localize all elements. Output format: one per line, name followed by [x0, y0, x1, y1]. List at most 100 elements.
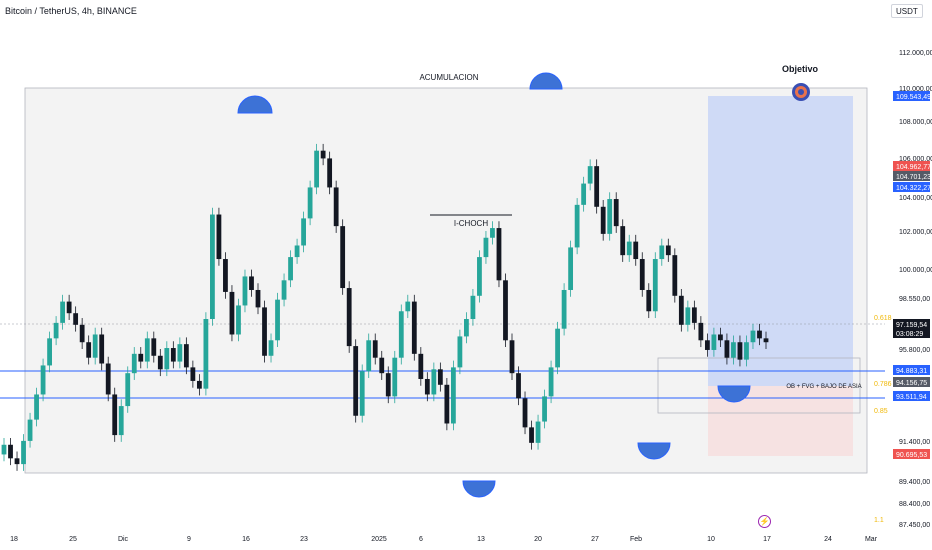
- time-axis-label: 2025: [371, 536, 387, 543]
- fib-level-label: 1.1: [874, 517, 884, 524]
- swing-high-marker-2: [529, 72, 563, 90]
- candle: [620, 219, 626, 262]
- price-tag: 03:08:29: [893, 328, 930, 338]
- candle: [157, 348, 163, 377]
- candle: [99, 327, 105, 371]
- candle: [750, 323, 756, 349]
- fib-level-label: 0.618: [874, 315, 892, 322]
- swing-low-marker-2: [637, 442, 671, 460]
- svg-text:94.883,31: 94.883,31: [896, 368, 927, 375]
- candle: [1, 437, 7, 462]
- svg-text:90.695,53: 90.695,53: [896, 452, 927, 459]
- swing-low-marker-1: [462, 480, 496, 498]
- candle: [594, 159, 600, 214]
- time-axis-label: 9: [187, 536, 191, 543]
- candle: [144, 331, 150, 369]
- candle: [151, 331, 157, 363]
- candle: [73, 306, 79, 332]
- candle: [196, 374, 202, 396]
- candle: [483, 230, 489, 264]
- time-axis[interactable]: 18 25 Dic 9 16 23 2025 6 13 20 27 Feb 10 17 24 Mar: [10, 536, 878, 543]
- candle: [229, 285, 235, 342]
- time-axis-label: 20: [534, 536, 542, 543]
- candle: [561, 283, 567, 336]
- candle: [249, 269, 254, 297]
- time-axis-label: 27: [591, 536, 599, 543]
- candle: [509, 333, 515, 380]
- candle: [405, 294, 411, 319]
- candle: [40, 358, 46, 402]
- candle: [170, 341, 176, 369]
- time-axis-label: Mar: [865, 536, 878, 543]
- candle: [392, 350, 398, 404]
- candle: [372, 333, 378, 365]
- time-axis-label: 16: [242, 536, 250, 543]
- events-icon[interactable]: ⚡: [758, 515, 771, 528]
- candle: [450, 360, 456, 431]
- price-scale-label: 98.550,00: [899, 296, 930, 303]
- candle: [118, 399, 124, 442]
- candle: [587, 159, 593, 191]
- symbol-title: Bitcoin / TetherUS, 4h, BINANCE: [5, 6, 137, 16]
- time-axis-label: Feb: [630, 536, 642, 543]
- candle: [314, 143, 320, 195]
- candle: [470, 289, 476, 326]
- svg-text:104.322,27: 104.322,27: [896, 185, 931, 192]
- candle: [190, 360, 196, 388]
- candle: [14, 451, 20, 471]
- price-scale-label: 89.400,00: [899, 479, 930, 486]
- candle: [346, 281, 352, 353]
- candle: [444, 378, 450, 431]
- candle: [60, 294, 66, 330]
- candle: [763, 331, 769, 349]
- candle: [646, 283, 652, 319]
- candle: [464, 312, 469, 344]
- candle: [131, 347, 137, 380]
- candle: [757, 323, 762, 346]
- time-axis-label: 10: [707, 536, 715, 543]
- candle: [203, 312, 209, 396]
- candle: [340, 219, 346, 295]
- candle: [672, 248, 678, 303]
- candle: [731, 335, 736, 365]
- candle: [327, 151, 333, 195]
- currency-button[interactable]: USDT: [891, 4, 923, 18]
- candle: [424, 372, 430, 402]
- candle: [516, 366, 521, 406]
- price-tag: 94.156,75: [893, 377, 930, 387]
- candle: [503, 273, 508, 348]
- candle: [210, 207, 215, 326]
- price-tag: 90.695,53: [893, 449, 930, 459]
- candle: [685, 300, 691, 332]
- price-scale-label: 95.800,00: [899, 347, 930, 354]
- candle: [418, 347, 424, 386]
- ob-zone-label: OB + FVG + BAJO DE ASIA: [786, 384, 861, 390]
- accumulation-label: ACUMULACION: [419, 73, 478, 82]
- swing-low-marker-3: [717, 385, 751, 403]
- time-axis-label: 17: [763, 536, 771, 543]
- candle: [320, 143, 326, 166]
- price-tag: 93.511,94: [893, 391, 930, 401]
- candle: [529, 420, 534, 450]
- time-axis-label: 13: [477, 536, 485, 543]
- candle: [262, 300, 267, 363]
- candle: [437, 362, 443, 392]
- candle: [86, 335, 92, 365]
- candlestick-series: [1, 143, 769, 471]
- candle: [333, 180, 339, 233]
- svg-text:104.962,77: 104.962,77: [896, 164, 931, 171]
- candle: [138, 347, 144, 369]
- candle: [704, 333, 710, 357]
- candle: [255, 283, 261, 315]
- candle: [535, 414, 541, 450]
- price-scale-label: 110.000,00: [899, 86, 932, 93]
- svg-text:03:08:29: 03:08:29: [896, 331, 923, 338]
- candle: [79, 318, 85, 349]
- ob-fvg-box: [657, 357, 861, 414]
- price-scale-label: 106.000,00: [899, 156, 932, 163]
- candle: [659, 238, 665, 266]
- candle: [477, 250, 482, 303]
- candle: [652, 252, 658, 319]
